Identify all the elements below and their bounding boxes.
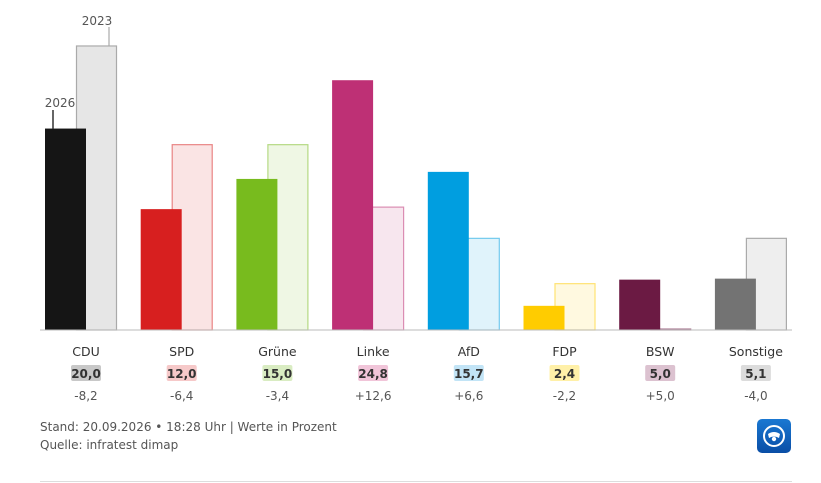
value-label-bsw: 5,0 <box>650 367 671 381</box>
value-label-linke: 24,8 <box>358 367 388 381</box>
diff-label-sonstige: -4,0 <box>744 389 767 403</box>
year-annotations: 2026 2023 <box>45 14 113 129</box>
footer-stand: Stand: 20.09.2026 • 18:28 Uhr | Werte in… <box>40 420 337 434</box>
value-badge-spd <box>166 365 197 381</box>
tagesschau-logo-icon[interactable] <box>757 419 791 453</box>
party-label-gr-ne: Grüne <box>258 344 297 359</box>
bottom-divider <box>40 481 792 482</box>
value-badge-sonstige <box>740 365 771 381</box>
party-label-fdp: FDP <box>552 344 577 359</box>
bar-2026-cdu <box>45 128 86 330</box>
party-label-bsw: BSW <box>646 344 675 359</box>
bar-2026-linke <box>332 80 374 331</box>
bar-2026-afd <box>427 171 469 330</box>
value-badge-cdu <box>71 365 101 381</box>
bar-2026-spd <box>140 209 182 330</box>
diff-label-fdp: -2,2 <box>553 389 576 403</box>
party-label-cdu: CDU <box>72 344 100 359</box>
party-label-sonstige: Sonstige <box>729 344 783 359</box>
bars-group <box>45 45 788 331</box>
value-label-gr-ne: 15,0 <box>263 367 293 381</box>
party-label-linke: Linke <box>357 344 390 359</box>
annotation-label-2026: 2026 <box>45 96 76 110</box>
bar-2026-sonstige <box>714 278 756 330</box>
value-badge-fdp <box>549 365 580 381</box>
value-badge-afd <box>453 365 484 381</box>
diff-label-gr-ne: -3,4 <box>266 389 289 403</box>
diff-label-cdu: -8,2 <box>74 389 97 403</box>
bar-2026-gr-ne <box>236 178 278 330</box>
party-label-afd: AfD <box>458 344 480 359</box>
value-label-cdu: 20,0 <box>71 367 101 381</box>
value-label-spd: 12,0 <box>167 367 197 381</box>
diff-label-linke: +12,6 <box>355 389 392 403</box>
value-label-fdp: 2,4 <box>554 367 575 381</box>
diff-label-afd: +6,6 <box>454 389 483 403</box>
labels-group: CDU 20,0 -8,2 SPD 12,0 -6,4 Grüne 15,0 -3,4 Linke… <box>71 344 783 403</box>
bar-2026-fdp <box>523 305 565 330</box>
diff-label-spd: -6,4 <box>170 389 193 403</box>
value-badge-gr-ne <box>262 365 293 381</box>
bar-2026-bsw <box>619 279 661 330</box>
value-label-sonstige: 5,1 <box>745 367 766 381</box>
footer-source: Quelle: infratest dimap <box>40 438 179 452</box>
annotation-label-2023: 2023 <box>82 14 113 28</box>
value-badge-bsw <box>645 365 676 381</box>
diff-label-bsw: +5,0 <box>646 389 675 403</box>
value-badge-linke <box>358 365 389 381</box>
party-label-spd: SPD <box>169 344 194 359</box>
value-label-afd: 15,7 <box>454 367 484 381</box>
